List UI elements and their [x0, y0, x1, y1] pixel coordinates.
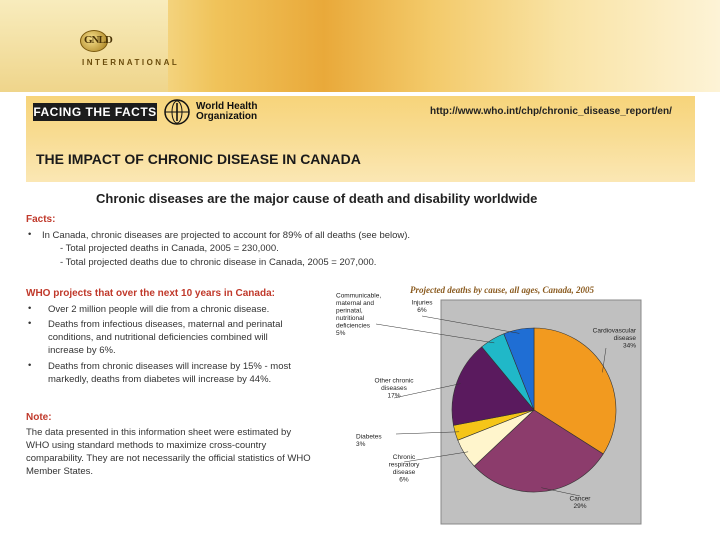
note-heading: Note:: [26, 412, 52, 423]
facts-sub-1: - Total projected deaths in Canada, 2005…: [60, 243, 279, 254]
page-title: THE IMPACT OF CHRONIC DISEASE IN CANADA: [36, 151, 361, 167]
note-line: The data presented in this information s…: [26, 427, 292, 438]
note-line: comparability. They are not necessarily …: [26, 453, 311, 464]
slice-label: Injuries 6%: [412, 299, 434, 314]
projection-item-3: Deaths from chronic diseases will increa…: [48, 360, 291, 386]
note-line: Member States.: [26, 466, 94, 477]
slice-label: Other chronic diseases 17%: [374, 378, 414, 400]
pie-slice: [503, 327, 535, 411]
facts-heading: Facts:: [26, 214, 56, 225]
who-emblem-icon: [164, 99, 190, 125]
projections-heading: WHO projects that over the next 10 years…: [26, 288, 275, 299]
projection-item-1: Over 2 million people will die from a ch…: [48, 303, 269, 316]
projection-item-2: Deaths from infectious diseases, materna…: [48, 318, 282, 357]
who-name-line2: Organization: [196, 111, 258, 122]
bullet-icon: •: [28, 303, 32, 314]
logo-text: INTERNATIONAL: [82, 58, 180, 67]
note-text: The data presented in this information s…: [26, 426, 331, 478]
label-leader-line: [395, 431, 460, 435]
label-leader-line: [393, 383, 461, 399]
label-leader-line: [421, 315, 520, 334]
projection-line: Deaths from chronic diseases will increa…: [48, 361, 291, 372]
pie-slice: [533, 327, 617, 455]
slice-label: Communicable, maternal and perinatal, nutri…: [336, 292, 381, 337]
label-leader-line: [541, 487, 581, 497]
header-bar: GNLD INTERNATIONAL: [0, 0, 720, 92]
projection-line: markedly, deaths from diabetes will incr…: [48, 374, 272, 385]
note-line: WHO using standard methods to maximize c…: [26, 440, 267, 451]
who-name-line1: World Health: [196, 101, 258, 112]
projection-line: Deaths from infectious diseases, materna…: [48, 319, 283, 330]
facts-bullet: In Canada, chronic diseases are projecte…: [42, 230, 411, 241]
label-leader-line: [602, 347, 607, 373]
projection-line: conditions, and nutritional deficiencies…: [48, 332, 268, 343]
logo-area: GNLD INTERNATIONAL: [0, 0, 177, 92]
slice-label: Cancer 29%: [570, 495, 592, 510]
who-name: World Health Organization: [196, 102, 296, 122]
fact-sheet-banner: FACING THE FACTS World Health Organizati…: [26, 96, 695, 182]
logo-letters: GNLD: [84, 34, 113, 46]
pie-chart: Cardiovascular disease 34% Cancer 29% Chronic…: [336, 292, 642, 525]
pie-slice: [473, 409, 604, 493]
bullet-icon: •: [28, 229, 32, 240]
gnld-logo-icon: [80, 30, 108, 52]
slice-label: Chronic respiratory disease 6%: [389, 454, 420, 484]
facts-sub-2: - Total projected deaths due to chronic …: [60, 257, 377, 268]
slice-label: Cardiovascular disease 34%: [593, 328, 637, 350]
source-url[interactable]: http://www.who.int/chp/chronic_disease_r…: [430, 106, 672, 117]
chart-title: Projected deaths by cause, all ages, Can…: [410, 285, 594, 295]
facing-the-facts-badge: FACING THE FACTS: [33, 103, 157, 121]
subtitle: Chronic diseases are the major cause of …: [96, 191, 538, 206]
bullet-icon: •: [28, 318, 32, 329]
slice-label: Diabetes 3%: [356, 433, 382, 448]
label-leader-line: [403, 451, 469, 463]
projection-line: increase by 6%.: [48, 345, 116, 356]
label-leader-line: [375, 323, 495, 344]
pie-slice: [451, 346, 535, 426]
bullet-icon: •: [28, 360, 32, 371]
projection-line: Over 2 million people will die from a ch…: [48, 304, 270, 315]
